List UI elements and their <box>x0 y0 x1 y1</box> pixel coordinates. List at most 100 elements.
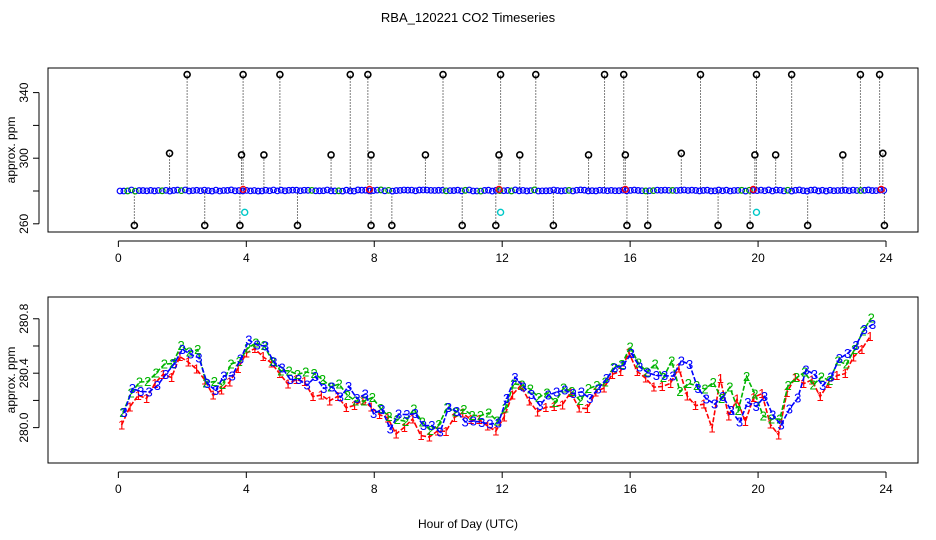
baseline-point-62 <box>354 186 362 194</box>
series-3-point-21: 3 <box>295 372 302 387</box>
series-2-point-68: 2 <box>685 376 692 391</box>
spike-high-point-4 <box>364 70 372 79</box>
series-3-point-4: 3 <box>154 378 161 393</box>
series-1-point-41: 1 <box>459 405 466 420</box>
y-tick-label-0-0: 260 <box>17 213 31 233</box>
series-3-point-54: 3 <box>570 386 577 401</box>
baseline-point-102 <box>508 187 515 195</box>
series-1-point-9: 1 <box>193 362 200 377</box>
series-2-point-43: 2 <box>477 408 484 423</box>
series-1-point-75: 1 <box>742 414 749 429</box>
baseline-point-107 <box>527 187 535 195</box>
spike-low-point-13 <box>803 221 812 230</box>
x-tick-label-0-1: 4 <box>243 251 250 265</box>
spike-low-point-6 <box>458 221 467 230</box>
baseline-point-167 <box>757 186 765 194</box>
spike-low-point-3 <box>293 221 302 230</box>
series-3-point-89: 3 <box>861 322 868 337</box>
mid-marker-3 <box>621 185 629 193</box>
spike-high-point-9 <box>619 70 628 79</box>
series-1-point-1: 1 <box>126 399 133 414</box>
series-2-point-79: 2 <box>776 412 783 427</box>
series-3-point-67: 3 <box>678 353 685 368</box>
baseline-point-175 <box>788 187 796 195</box>
series-1-point-69: 1 <box>692 398 699 413</box>
x-tick-label-0-5: 20 <box>751 251 765 265</box>
series-3-point-63: 3 <box>644 365 651 380</box>
baseline-point-189 <box>841 186 849 194</box>
series-1-point-46: 1 <box>500 409 507 424</box>
baseline-point-123 <box>588 187 596 195</box>
series-1-point-59: 1 <box>609 367 616 382</box>
x-tick-label-1-6: 24 <box>879 482 893 496</box>
series-2-point-58: 2 <box>602 375 609 390</box>
baseline-point-13 <box>166 187 174 195</box>
spike-high-point-1 <box>239 70 247 79</box>
baseline-point-90 <box>462 186 469 194</box>
baseline-point-150 <box>692 187 700 194</box>
series-1-point-66: 1 <box>667 376 674 391</box>
series-3-point-62: 3 <box>636 359 643 374</box>
baseline-point-137 <box>642 187 650 195</box>
series-2-point-20: 2 <box>286 363 293 378</box>
baseline-point-156 <box>715 186 723 194</box>
series-3-point-24: 3 <box>320 381 327 396</box>
series-3-point-42: 3 <box>470 414 477 429</box>
series-1-point-20: 1 <box>284 377 291 392</box>
spike-high-point-24 <box>621 151 630 159</box>
series-3-point-30: 3 <box>370 406 377 421</box>
series-3-point-34: 3 <box>403 407 410 422</box>
series-3-point-74: 3 <box>736 415 743 430</box>
series-1-point-70: 1 <box>700 397 707 412</box>
series-1-point-24: 1 <box>318 388 325 403</box>
series-1-point-81: 1 <box>792 370 799 385</box>
series-2-point-4: 2 <box>152 365 159 380</box>
series-2-point-88: 2 <box>851 342 858 357</box>
series-1-point-56: 1 <box>584 401 591 416</box>
baseline-point-170 <box>769 187 776 195</box>
series-2-point-19: 2 <box>277 363 284 378</box>
series-2-point-83: 2 <box>809 377 816 392</box>
series-1-point-72: 1 <box>717 371 724 386</box>
baseline-point-33 <box>243 186 251 194</box>
series-3-point-81: 3 <box>794 391 801 406</box>
series-3-point-56: 3 <box>586 391 593 406</box>
series-3-point-85: 3 <box>827 370 834 385</box>
baseline-point-198 <box>876 186 884 194</box>
series-1-point-5: 1 <box>160 367 167 382</box>
baseline-point-177 <box>795 186 803 194</box>
spike-low-point-8 <box>549 221 558 230</box>
baseline-point-61 <box>350 187 358 195</box>
baseline-point-125 <box>596 186 604 194</box>
x-tick-label-1-3: 12 <box>496 482 510 496</box>
baseline-point-68 <box>377 186 385 194</box>
baseline-point-192 <box>853 187 861 194</box>
y-tick-label-1-0: 280.0 <box>17 412 31 442</box>
baseline-point-86 <box>446 187 454 195</box>
series-3-point-49: 3 <box>528 387 535 402</box>
series-1-point-33: 1 <box>392 426 399 441</box>
baseline-point-18 <box>185 187 193 195</box>
baseline-point-158 <box>723 186 730 194</box>
series-1-point-32: 1 <box>384 410 391 425</box>
series-1-point-2: 1 <box>135 388 142 403</box>
spike-high-point-10 <box>696 70 705 79</box>
spike-high-point-3 <box>346 70 355 79</box>
series-3-point-55: 3 <box>578 384 585 399</box>
baseline-point-29 <box>227 186 235 194</box>
baseline-point-179 <box>803 187 811 195</box>
baseline-point-174 <box>784 186 792 194</box>
baseline-point-40 <box>270 186 277 194</box>
series-3-point-41: 3 <box>461 414 468 429</box>
series-1-point-86: 1 <box>833 368 840 383</box>
mid-marker-1 <box>365 185 374 193</box>
baseline-point-72 <box>392 187 400 194</box>
series-3-point-48: 3 <box>520 379 527 394</box>
baseline-point-87 <box>450 187 458 194</box>
baseline-point-154 <box>707 187 715 195</box>
spike-high-point-22 <box>515 151 524 159</box>
baseline-point-104 <box>515 187 523 195</box>
baseline-point-37 <box>258 187 266 195</box>
series-2-point-52: 2 <box>552 395 559 410</box>
series-3-point-31: 3 <box>378 402 385 417</box>
